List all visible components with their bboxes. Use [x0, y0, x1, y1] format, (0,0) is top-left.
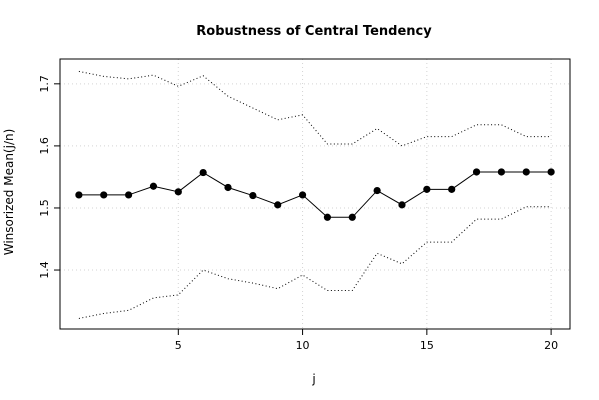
mean-point-14 — [398, 201, 406, 209]
x-tick-label-3: 20 — [544, 339, 558, 352]
axes: 5 10 15 20 1.4 1.5 1.6 1.7 — [38, 75, 558, 352]
mean-point-4 — [149, 182, 158, 190]
x-tick-label-2: 15 — [420, 339, 434, 352]
mean-point-2 — [100, 191, 108, 199]
plot-frame — [59, 58, 571, 330]
mean-point-9 — [274, 201, 282, 209]
mean-point-1 — [75, 191, 83, 199]
mean-point-20 — [547, 168, 555, 176]
mean-series — [75, 168, 555, 221]
mean-point-17 — [472, 168, 481, 176]
mean-point-18 — [497, 168, 506, 176]
mean-point-8 — [249, 191, 257, 200]
mean-point-11 — [323, 213, 332, 221]
mean-point-5 — [174, 188, 182, 196]
mean-point-12 — [348, 213, 356, 221]
y-tick-label-3: 1.7 — [38, 75, 51, 93]
mean-point-13 — [373, 186, 381, 195]
mean-point-7 — [224, 183, 232, 192]
chart-title: Robustness of Central Tendency — [196, 24, 432, 39]
y-tick-label-2: 1.6 — [38, 137, 51, 155]
y-tick-label-0: 1.4 — [38, 261, 51, 279]
mean-point-6 — [199, 168, 207, 177]
mean-point-3 — [124, 191, 133, 199]
upper-band-line — [78, 70, 552, 147]
mean-line — [78, 171, 552, 218]
y-axis-label: Winsorized Mean(j/n) — [2, 129, 16, 256]
mean-point-10 — [298, 191, 307, 199]
grid-lines — [60, 59, 570, 329]
confidence-bands — [78, 70, 552, 319]
mean-point-19 — [522, 168, 530, 176]
mean-point-15 — [423, 185, 431, 193]
x-tick-label-0: 5 — [175, 339, 182, 352]
y-tick-label-1: 1.5 — [38, 199, 51, 217]
mean-point-16 — [448, 185, 456, 193]
x-axis-label: j — [311, 372, 315, 386]
x-tick-label-1: 10 — [296, 339, 310, 352]
lower-band-line — [78, 206, 552, 319]
